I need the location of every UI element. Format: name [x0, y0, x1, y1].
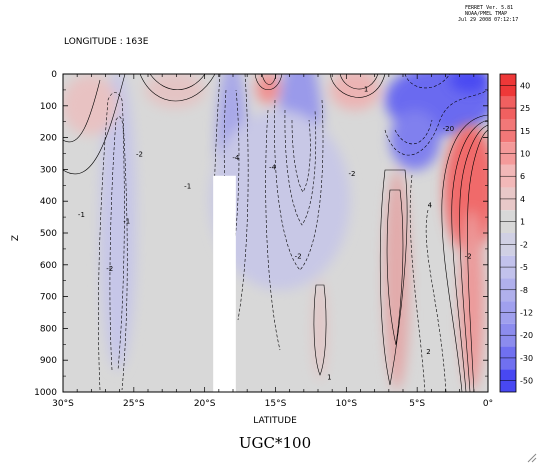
contour-line [265, 109, 281, 351]
pos-region-25s [145, 74, 205, 108]
y-tick-label: 1000 [34, 388, 57, 398]
header-org: NOAA/PMEL TMAP [465, 11, 507, 17]
colorbar-label: -30 [520, 354, 533, 363]
contour-label: -4 [269, 163, 277, 171]
contour-line [441, 114, 488, 392]
header-date: Jul 29 2008 07:12:17 [458, 17, 518, 23]
contour-line [139, 74, 216, 102]
y-tick-label: 400 [40, 197, 57, 207]
contour-label: 2 [426, 348, 430, 356]
y-tick-label: 800 [40, 324, 57, 334]
y-tick-label: 700 [40, 293, 57, 303]
contour-line [98, 92, 128, 391]
core-layer [444, 74, 488, 390]
contour-line [284, 109, 317, 226]
contour-label: -2 [106, 265, 113, 273]
colorbar-label: -5 [520, 263, 528, 272]
missing-data-region [213, 175, 236, 392]
y-tick-label: 500 [40, 229, 57, 239]
x-tick-label: 0° [483, 399, 493, 409]
chart-title: UGC*100 [239, 434, 311, 452]
contour-label: -2 [349, 170, 356, 178]
resize-grip-icon[interactable] [527, 453, 537, 463]
contour-line [109, 116, 125, 371]
contour-line [384, 89, 488, 156]
contour-label: 4 [428, 202, 433, 210]
colorbar-frame [499, 73, 517, 393]
header-program: FERRET Ver. 5.81 [465, 5, 513, 11]
contour-lines [63, 74, 488, 392]
colorbar-label: 15 [520, 127, 530, 136]
y-tick-label: 600 [40, 261, 57, 271]
contour-label: -1 [123, 217, 130, 225]
y-tick-label: 100 [40, 102, 57, 112]
colorbar: 40 25 15 10 6 4 1 -2 -5 -8 -12 -20 -30 -50 [499, 73, 533, 393]
contour-label: -2 [136, 151, 143, 159]
contour-labels: -2 -2 -1 -1 -1 -4 -4 -2 -2 4 2 -2 1 1 -20 [78, 85, 472, 381]
y-tick-label: 300 [40, 165, 57, 175]
x-tick-label: 25°S [123, 399, 145, 409]
contour-line [379, 169, 408, 386]
contour-line [394, 119, 433, 145]
contour-line [329, 74, 386, 98]
contour-label: -1 [184, 182, 191, 190]
contour-label: -2 [295, 252, 302, 260]
colorbar-label: 40 [520, 81, 530, 90]
chart-subtitle: LONGITUDE : 163E [64, 37, 149, 47]
contour-label: -4 [232, 154, 240, 162]
pos-region-8s [330, 74, 380, 110]
y-axis: 0 100 200 300 400 500 600 700 800 900 1000 [34, 70, 488, 398]
y-axis-label: Z [11, 235, 21, 241]
neg-core-equator [450, 74, 488, 92]
contour-line [386, 189, 404, 346]
pos-region-11s [313, 280, 327, 380]
colorbar-label: 25 [520, 104, 530, 113]
contour-line [149, 74, 206, 90]
pos-tail-equator [460, 210, 484, 390]
x-tick-label: 15°S [265, 399, 287, 409]
neg-region-broad [210, 110, 350, 290]
contour-label: 1 [327, 373, 331, 381]
contour-label: -20 [443, 125, 454, 133]
y-tick-label: 0 [51, 70, 57, 80]
x-axis: 30°S 25°S 20°S 15°S 10°S 5°S 0° [52, 74, 493, 409]
contour-label: -2 [465, 252, 472, 260]
colorbar-label: 4 [520, 195, 525, 204]
contour-line [63, 74, 126, 175]
x-tick-label: 10°S [335, 399, 357, 409]
colorbar-label: -2 [520, 240, 528, 249]
contour-line [291, 119, 311, 193]
x-tick-label: 5°S [409, 399, 425, 409]
y-tick-label: 900 [40, 356, 57, 366]
colorbar-label: 6 [520, 172, 525, 181]
contour-line [459, 124, 488, 392]
x-tick-label: 20°S [194, 399, 216, 409]
colorbar-label: 1 [520, 218, 525, 227]
colorbar-label: -20 [520, 331, 533, 340]
contour-line [467, 129, 488, 392]
contour-line [313, 284, 327, 376]
contour-line [425, 209, 447, 392]
contour-line [409, 174, 426, 392]
contour-line [339, 74, 379, 90]
pos-region-5s [384, 170, 410, 390]
contour-line [451, 119, 488, 392]
y-tick-label: 200 [40, 134, 57, 144]
contour-line [254, 74, 283, 91]
x-tick-label: 30°S [52, 399, 74, 409]
neg-region-eq-mid [390, 110, 440, 170]
x-axis-label: LATITUDE [253, 416, 297, 426]
contour-label: -1 [78, 211, 85, 219]
colorbar-label: -50 [520, 377, 533, 386]
colorbar-label: -12 [520, 309, 533, 318]
pos-region-16s [256, 74, 280, 104]
colorbar-label: -8 [520, 286, 528, 295]
contour-label: 1 [364, 85, 368, 93]
plot-area: -2 -2 -1 -1 -1 -4 -4 -2 -2 4 2 -2 1 1 -20 [63, 74, 488, 392]
pos-region-30s [63, 75, 118, 135]
colorbar-label: 10 [520, 150, 530, 159]
